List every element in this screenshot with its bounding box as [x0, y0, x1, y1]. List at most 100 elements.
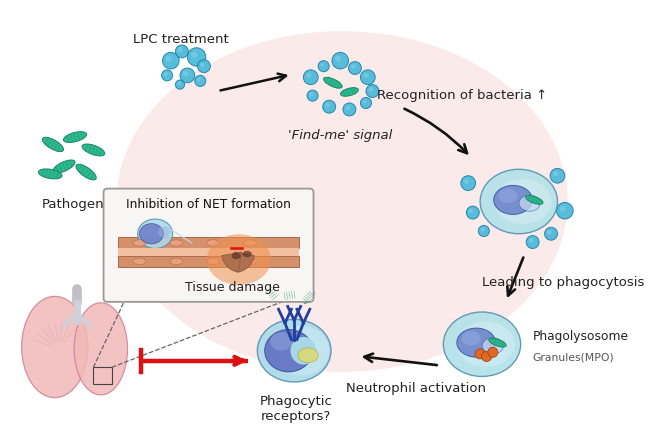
Circle shape	[322, 100, 335, 113]
Ellipse shape	[231, 252, 240, 259]
Ellipse shape	[116, 31, 567, 372]
Circle shape	[343, 103, 356, 116]
Circle shape	[545, 227, 558, 240]
FancyBboxPatch shape	[103, 189, 313, 302]
Circle shape	[195, 75, 206, 87]
Circle shape	[325, 103, 330, 107]
Circle shape	[162, 70, 173, 81]
Ellipse shape	[274, 326, 329, 375]
Circle shape	[366, 84, 379, 97]
Circle shape	[191, 52, 198, 58]
Text: Inhibition of NET formation: Inhibition of NET formation	[126, 198, 291, 211]
Circle shape	[363, 73, 369, 78]
Ellipse shape	[494, 179, 552, 224]
Ellipse shape	[526, 196, 543, 204]
Circle shape	[304, 70, 318, 84]
Ellipse shape	[21, 296, 88, 397]
Circle shape	[183, 71, 188, 76]
Circle shape	[176, 45, 188, 58]
Ellipse shape	[207, 258, 220, 265]
Circle shape	[482, 352, 491, 362]
Circle shape	[363, 100, 367, 103]
Circle shape	[309, 92, 313, 96]
Circle shape	[463, 179, 469, 184]
Ellipse shape	[304, 291, 314, 303]
Circle shape	[166, 56, 172, 61]
Text: Granules(MPO): Granules(MPO)	[532, 352, 614, 362]
Circle shape	[469, 209, 473, 213]
Ellipse shape	[207, 240, 220, 246]
Ellipse shape	[42, 137, 64, 152]
Ellipse shape	[64, 132, 86, 142]
Ellipse shape	[494, 185, 532, 214]
Ellipse shape	[462, 331, 481, 346]
Bar	[118, 237, 299, 249]
Ellipse shape	[457, 328, 495, 357]
Circle shape	[526, 236, 539, 249]
Bar	[94, 367, 112, 384]
Ellipse shape	[457, 322, 515, 367]
Wedge shape	[235, 252, 254, 272]
Circle shape	[164, 72, 168, 76]
Ellipse shape	[281, 292, 298, 298]
Ellipse shape	[257, 320, 331, 382]
Ellipse shape	[443, 312, 521, 376]
Circle shape	[488, 347, 498, 357]
Circle shape	[198, 60, 211, 73]
Text: Recognition of bacteria ↑: Recognition of bacteria ↑	[376, 89, 547, 102]
Ellipse shape	[140, 223, 163, 244]
Ellipse shape	[158, 226, 171, 237]
Circle shape	[556, 203, 573, 219]
Circle shape	[180, 68, 195, 83]
Ellipse shape	[519, 195, 540, 211]
Circle shape	[176, 80, 185, 89]
Circle shape	[346, 106, 350, 110]
Text: Tissue damage: Tissue damage	[185, 281, 280, 294]
Ellipse shape	[74, 303, 127, 395]
Circle shape	[480, 228, 484, 232]
Bar	[118, 256, 299, 267]
Circle shape	[332, 52, 348, 69]
Ellipse shape	[489, 338, 506, 347]
Ellipse shape	[138, 219, 173, 249]
Ellipse shape	[244, 258, 256, 265]
Ellipse shape	[266, 287, 278, 300]
Circle shape	[547, 230, 552, 234]
Circle shape	[348, 61, 361, 74]
Text: Phagolysosome: Phagolysosome	[532, 330, 629, 343]
Ellipse shape	[170, 258, 183, 265]
Circle shape	[307, 90, 318, 101]
Ellipse shape	[242, 251, 252, 257]
Ellipse shape	[298, 348, 318, 363]
Circle shape	[177, 82, 181, 85]
Circle shape	[466, 206, 479, 219]
Circle shape	[528, 238, 533, 242]
Circle shape	[318, 61, 329, 72]
Ellipse shape	[82, 144, 105, 156]
Ellipse shape	[76, 164, 96, 180]
Circle shape	[550, 168, 565, 183]
Ellipse shape	[482, 338, 504, 354]
Circle shape	[197, 78, 201, 81]
Ellipse shape	[499, 188, 517, 203]
Circle shape	[478, 226, 489, 236]
Circle shape	[306, 73, 311, 78]
Circle shape	[162, 52, 179, 69]
Text: 'Find-me' signal: 'Find-me' signal	[288, 129, 393, 142]
Circle shape	[560, 206, 566, 212]
Circle shape	[335, 56, 341, 61]
Circle shape	[320, 63, 324, 67]
Ellipse shape	[133, 258, 146, 265]
Circle shape	[475, 349, 485, 359]
Ellipse shape	[133, 240, 146, 246]
Text: Neutrophil activation: Neutrophil activation	[346, 382, 486, 395]
Circle shape	[351, 64, 356, 69]
Circle shape	[553, 171, 558, 177]
Circle shape	[187, 48, 206, 66]
Text: LPC treatment: LPC treatment	[133, 33, 229, 46]
Circle shape	[178, 48, 183, 52]
Bar	[118, 249, 299, 256]
Circle shape	[461, 176, 476, 191]
Text: Leading to phagocytosis: Leading to phagocytosis	[482, 276, 644, 289]
Ellipse shape	[244, 240, 256, 246]
